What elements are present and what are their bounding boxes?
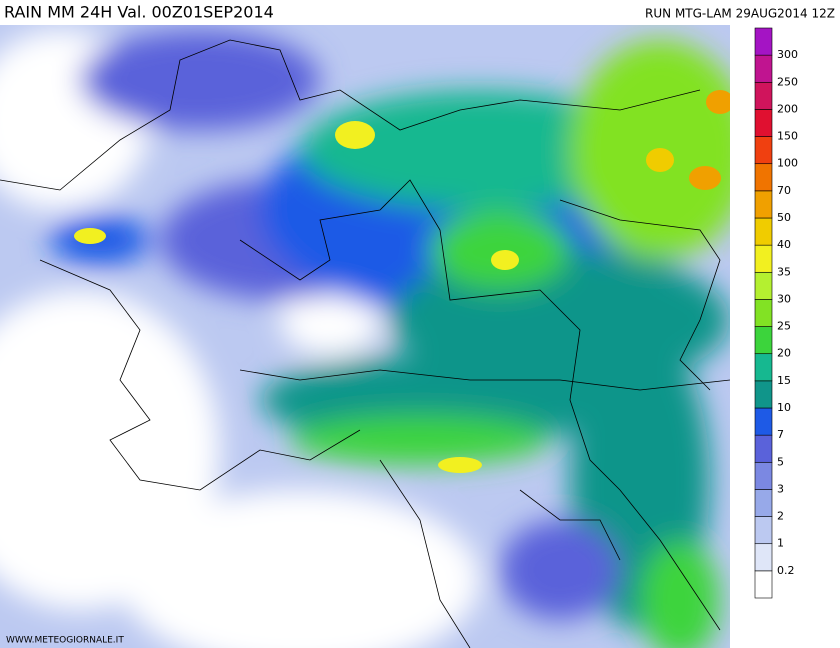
colorbar-label: 15 [777, 374, 791, 387]
precipitation-map [0, 25, 730, 648]
colorbar-label: 25 [777, 320, 791, 333]
colorbar: 0.21235710152025303540507010015020025030… [754, 27, 798, 599]
colorbar-band [754, 326, 773, 355]
colorbar-label: 2 [777, 510, 784, 523]
colorbar-label: 3 [777, 482, 784, 495]
colorbar-band [754, 109, 773, 137]
colorbar-band [754, 54, 773, 83]
colorbar-band [754, 434, 773, 463]
colorbar-band [754, 163, 773, 192]
colorbar-band [754, 489, 773, 517]
colorbar-band [754, 299, 773, 327]
colorbar-band [754, 407, 773, 436]
colorbar-label: 20 [777, 347, 791, 360]
colorbar-label: 1 [777, 537, 784, 550]
colorbar-band [754, 353, 773, 382]
colorbar-label: 5 [777, 455, 784, 468]
colorbar-band [754, 244, 773, 273]
colorbar-label: 250 [777, 75, 798, 88]
colorbar-band [754, 570, 773, 599]
colorbar-band [754, 81, 773, 110]
colorbar-band [754, 190, 773, 219]
colorbar-band [754, 461, 773, 490]
colorbar-band [754, 271, 773, 300]
credit: WWW.METEOGIORNALE.IT [6, 636, 124, 646]
run-label: RUN MTG-LAM 29AUG2014 12Z [645, 7, 835, 21]
colorbar-band [754, 380, 773, 409]
map-title: RAIN MM 24H Val. 00Z01SEP2014 [4, 3, 274, 22]
colorbar-band [754, 136, 773, 165]
colorbar-band [754, 27, 773, 56]
colorbar-label: 300 [777, 48, 798, 61]
colorbar-band [754, 516, 773, 545]
colorbar-label: 40 [777, 238, 791, 251]
colorbar-label: 30 [777, 292, 791, 305]
colorbar-label: 100 [777, 157, 798, 170]
colorbar-band [754, 543, 773, 572]
colorbar-label: 0.2 [777, 564, 795, 577]
colorbar-label: 50 [777, 211, 791, 224]
colorbar-label: 35 [777, 265, 791, 278]
colorbar-band [754, 217, 773, 246]
colorbar-label: 200 [777, 102, 798, 115]
colorbar-label: 10 [777, 401, 791, 414]
colorbar-label: 150 [777, 130, 798, 143]
colorbar-label: 70 [777, 184, 791, 197]
colorbar-label: 7 [777, 428, 784, 441]
